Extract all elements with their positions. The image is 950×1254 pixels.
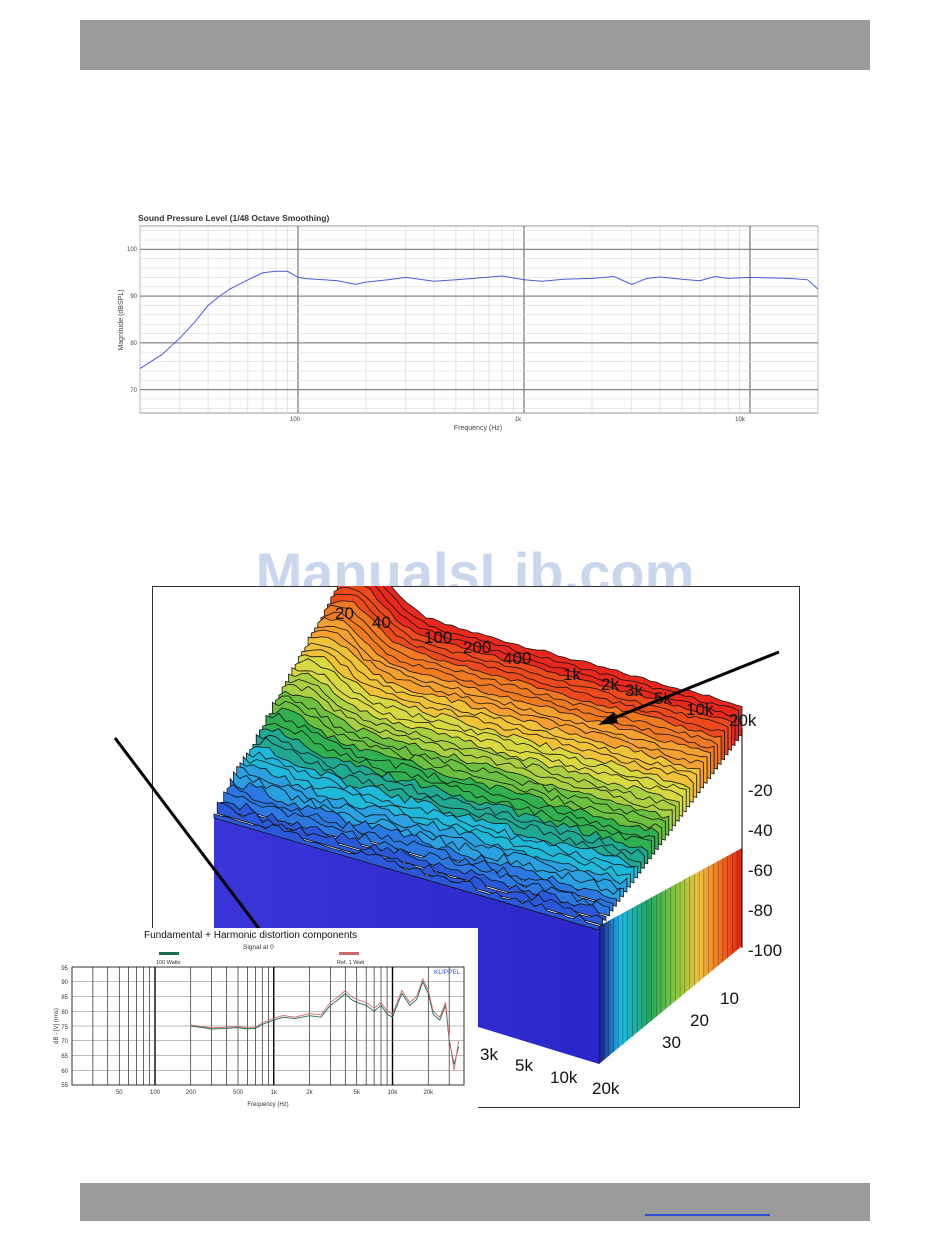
distortion-x-tick: 5k xyxy=(354,1090,361,1096)
spl-x-label: Frequency (Hz) xyxy=(454,425,502,432)
waterfall-x-tick: 200 xyxy=(463,638,491,657)
waterfall-x-tick: 20k xyxy=(729,711,757,730)
distortion-y-tick: 80 xyxy=(61,1010,68,1016)
waterfall-slice xyxy=(220,801,607,922)
spl-x-tick: 100 xyxy=(290,417,301,423)
waterfall-depth-tick: 10 xyxy=(720,989,739,1008)
distortion-y-tick: 65 xyxy=(61,1054,68,1060)
distortion-x-tick: 1k xyxy=(271,1090,278,1096)
waterfall-slice xyxy=(265,712,656,855)
waterfall-x-ticks: 20 40 100 200 400 1k 2k 3k 5k 10k 20k xyxy=(335,604,757,730)
waterfall-x-tick: 3k xyxy=(625,681,643,700)
distortion-y-tick: 55 xyxy=(61,1083,68,1089)
waterfall-z-tick: -100 xyxy=(748,941,782,960)
spl-x-ticks: 100 1k 10k xyxy=(290,417,746,423)
legend-swatch-1w xyxy=(339,952,359,955)
spl-y-tick: 100 xyxy=(127,247,138,253)
waterfall-z-ticks: -20 -40 -60 -80 -100 xyxy=(748,781,782,960)
distortion-chart: Fundamental + Harmonic distortion compon… xyxy=(52,928,478,1110)
legend-swatch-100w xyxy=(159,952,179,955)
distortion-x-tick: 2k xyxy=(306,1090,313,1096)
distortion-x-tick: 10k xyxy=(388,1090,399,1096)
distortion-y-tick: 60 xyxy=(61,1069,68,1075)
waterfall-x-tick: 100 xyxy=(424,628,452,647)
distortion-y-label: dB - [V] (rms) xyxy=(54,1008,60,1044)
spl-y-tick: 80 xyxy=(130,341,137,347)
waterfall-x-tick: 40 xyxy=(372,613,391,632)
waterfall-front-tick: 5k xyxy=(515,1056,533,1075)
legend-label-100w: 100 Watts xyxy=(156,960,181,966)
waterfall-slice xyxy=(216,801,603,926)
distortion-x-tick: 20k xyxy=(423,1090,434,1096)
spl-y-tick: 90 xyxy=(130,294,137,300)
waterfall-slice xyxy=(226,784,614,912)
waterfall-x-tick: 20 xyxy=(335,604,354,623)
waterfall-z-tick: -60 xyxy=(748,861,773,880)
distortion-x-ticks: 50 100 200 500 1k 2k 5k 10k 20k xyxy=(116,1090,434,1096)
spl-y-label: Magnitude (dBSPL) xyxy=(118,289,125,350)
waterfall-x-tick: 1k xyxy=(563,665,581,684)
distortion-grid xyxy=(72,967,464,1085)
spl-y-tick: 70 xyxy=(130,388,137,394)
header-band xyxy=(80,20,870,70)
distortion-series-1w xyxy=(190,977,460,1071)
distortion-subtitle: Signal at 0 xyxy=(243,944,274,951)
arrow-right-head xyxy=(598,712,618,725)
waterfall-side-stripes xyxy=(598,850,738,1064)
waterfall-x-tick: 400 xyxy=(503,649,531,668)
waterfall-front-tick: 20k xyxy=(592,1079,620,1098)
waterfall-slice xyxy=(242,755,631,888)
distortion-x-label: Frequency (Hz) xyxy=(247,1102,288,1108)
waterfall-z-tick: -20 xyxy=(748,781,773,800)
distortion-title: Fundamental + Harmonic distortion compon… xyxy=(144,930,357,941)
distortion-y-tick: 75 xyxy=(61,1025,68,1031)
brand-label: KLIPPEL xyxy=(434,969,461,976)
waterfall-z-tick: -80 xyxy=(748,901,773,920)
distortion-x-tick: 500 xyxy=(233,1090,244,1096)
distortion-x-tick: 50 xyxy=(116,1090,123,1096)
distortion-y-tick: 90 xyxy=(61,980,68,986)
distortion-y-tick: 70 xyxy=(61,1039,68,1045)
waterfall-slice xyxy=(229,777,617,907)
spl-plot-area xyxy=(139,225,819,414)
waterfall-slice xyxy=(223,791,610,917)
spl-x-tick: 1k xyxy=(515,417,522,423)
waterfall-x-tick: 2k xyxy=(601,675,619,694)
distortion-y-ticks: 95 90 85 80 75 70 65 60 55 xyxy=(61,966,68,1089)
waterfall-depth-tick: 30 xyxy=(662,1033,681,1052)
waterfall-front-tick: 10k xyxy=(550,1068,578,1087)
waterfall-slice xyxy=(252,736,642,874)
waterfall-z-tick: -40 xyxy=(748,821,773,840)
waterfall-slice xyxy=(213,813,600,931)
waterfall-chart: -20 -40 -60 -80 -100 20 40 100 200 400 1… xyxy=(213,586,782,1098)
waterfall-depth-tick: 20 xyxy=(690,1011,709,1030)
spl-title: Sound Pressure Level (1/48 Octave Smooth… xyxy=(138,213,329,223)
waterfall-depth-ticks: 10 20 30 xyxy=(662,989,739,1052)
waterfall-x-tick: 10k xyxy=(686,700,714,719)
distortion-y-tick: 85 xyxy=(61,995,68,1001)
footer-link-underline xyxy=(645,1214,770,1216)
distortion-x-tick: 100 xyxy=(150,1090,161,1096)
distortion-y-tick: 95 xyxy=(61,966,68,972)
spl-series-line xyxy=(139,270,819,370)
legend-label-1w: Ref. 1 Watt xyxy=(337,960,365,966)
waterfall-front-tick: 3k xyxy=(480,1045,498,1064)
distortion-x-tick: 200 xyxy=(186,1090,197,1096)
spl-y-ticks: 100 90 80 70 xyxy=(127,247,138,394)
arrow-right xyxy=(603,650,780,724)
spl-x-tick: 10k xyxy=(735,417,746,423)
waterfall-front-ticks: 3k 5k 10k 20k xyxy=(480,1045,620,1098)
distortion-series-100w xyxy=(190,980,460,1065)
spl-chart: Sound Pressure Level (1/48 Octave Smooth… xyxy=(118,213,819,432)
spl-grid xyxy=(139,226,819,413)
